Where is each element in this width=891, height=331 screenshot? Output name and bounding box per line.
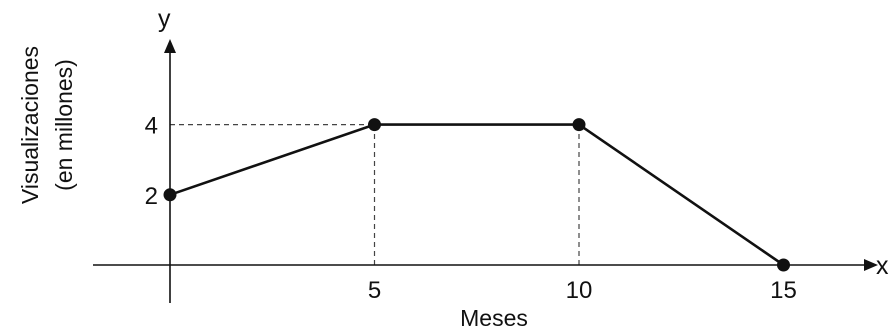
y-axis-letter: y bbox=[158, 5, 171, 33]
y-tick-label-0: 2 bbox=[145, 183, 158, 210]
data-points bbox=[163, 118, 790, 272]
y-axis-title: Visualizaciones (en millones) bbox=[17, 46, 77, 204]
x-tick-label-2: 15 bbox=[770, 277, 797, 304]
x-axis-letter: x bbox=[876, 252, 889, 280]
series-line bbox=[169, 123, 785, 267]
data-point-0 bbox=[163, 188, 177, 202]
y-axis-arrow bbox=[164, 39, 176, 53]
x-tick-labels: 5 10 15 bbox=[368, 277, 797, 304]
x-axis-title: Meses bbox=[460, 305, 528, 331]
x-tick-label-0: 5 bbox=[368, 277, 381, 304]
y-axis-title-line-2: (en millones) bbox=[51, 59, 77, 191]
x-tick-label-1: 10 bbox=[566, 277, 593, 304]
y-tick-label-1: 4 bbox=[145, 113, 158, 140]
data-point-3 bbox=[777, 258, 790, 272]
data-point-2 bbox=[572, 118, 586, 132]
guide-lines bbox=[170, 123, 580, 265]
data-point-1 bbox=[368, 118, 381, 132]
y-axis-title-line-1: Visualizaciones bbox=[17, 46, 43, 204]
x-axis-arrow bbox=[864, 259, 878, 271]
y-tick-labels: 24 bbox=[145, 113, 158, 210]
